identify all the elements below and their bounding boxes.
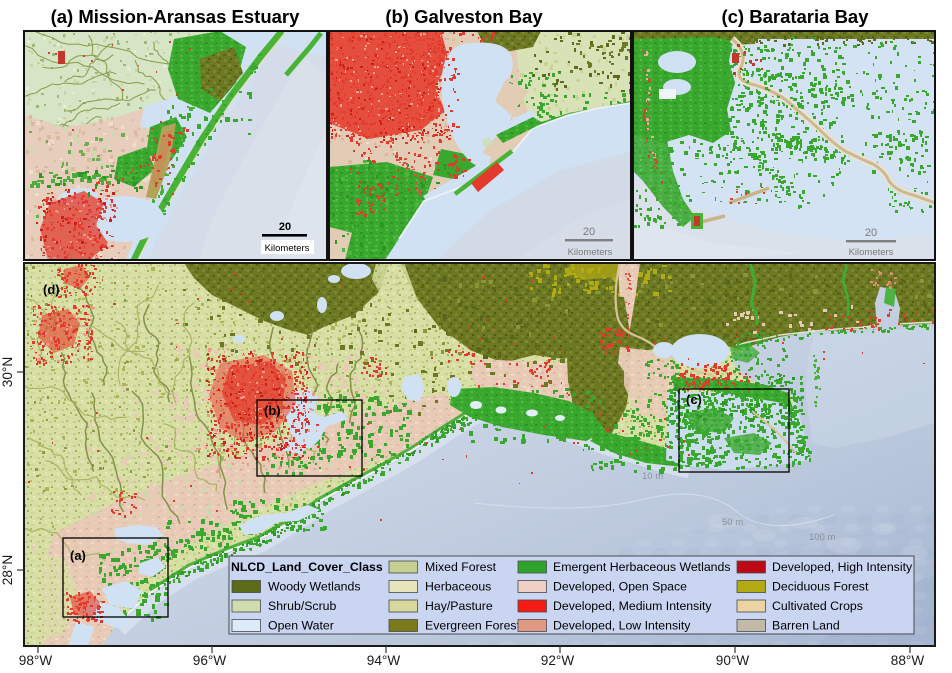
svg-text:(c): (c): [686, 392, 702, 407]
svg-text:30°N: 30°N: [0, 357, 15, 387]
svg-text:Shrub/Scrub: Shrub/Scrub: [268, 599, 337, 613]
svg-text:Emergent Herbaceous Wetlands: Emergent Herbaceous Wetlands: [553, 560, 731, 574]
svg-text:Kilometers: Kilometers: [568, 247, 613, 258]
svg-text:94°W: 94°W: [367, 653, 401, 668]
svg-text:98°W: 98°W: [19, 653, 53, 668]
svg-text:Woody Wetlands: Woody Wetlands: [268, 580, 361, 594]
svg-text:10 m: 10 m: [642, 471, 663, 482]
svg-text:Deciduous Forest: Deciduous Forest: [772, 580, 869, 594]
svg-text:NLCD_Land_Cover_Class: NLCD_Land_Cover_Class: [231, 560, 383, 574]
svg-text:92°W: 92°W: [541, 653, 575, 668]
svg-text:(b): (b): [264, 403, 281, 418]
svg-text:Mixed Forest: Mixed Forest: [425, 560, 497, 574]
svg-text:Barren Land: Barren Land: [772, 619, 840, 633]
svg-text:Open Water: Open Water: [268, 619, 334, 633]
svg-text:50 m: 50 m: [722, 517, 743, 528]
svg-text:Cultivated Crops: Cultivated Crops: [772, 599, 863, 613]
svg-text:Developed, Open Space: Developed, Open Space: [553, 580, 687, 594]
svg-text:Developed, Medium Intensity: Developed, Medium Intensity: [553, 599, 712, 613]
svg-text:(b) Galveston Bay: (b) Galveston Bay: [385, 6, 543, 27]
svg-text:Kilometers: Kilometers: [849, 247, 894, 258]
svg-text:28°N: 28°N: [0, 555, 15, 585]
svg-text:20: 20: [865, 227, 877, 239]
svg-text:88°W: 88°W: [891, 653, 925, 668]
svg-text:Hay/Pasture: Hay/Pasture: [425, 599, 493, 613]
svg-text:(a): (a): [70, 548, 86, 563]
svg-text:(d): (d): [43, 282, 60, 297]
svg-text:Evergreen Forest: Evergreen Forest: [425, 619, 521, 633]
svg-text:100 m: 100 m: [809, 532, 835, 543]
svg-text:90°W: 90°W: [716, 653, 750, 668]
svg-text:96°W: 96°W: [193, 653, 227, 668]
svg-text:Herbaceous: Herbaceous: [425, 580, 491, 594]
svg-text:(c) Barataria Bay: (c) Barataria Bay: [721, 6, 869, 27]
svg-text:Kilometers: Kilometers: [265, 243, 310, 254]
svg-text:(a) Mission-Aransas Estuary: (a) Mission-Aransas Estuary: [51, 6, 301, 27]
svg-text:Developed, High Intensity: Developed, High Intensity: [772, 560, 913, 574]
svg-text:Developed, Low Intensity: Developed, Low Intensity: [553, 619, 691, 633]
svg-text:20: 20: [279, 221, 291, 233]
svg-text:20: 20: [583, 226, 595, 238]
